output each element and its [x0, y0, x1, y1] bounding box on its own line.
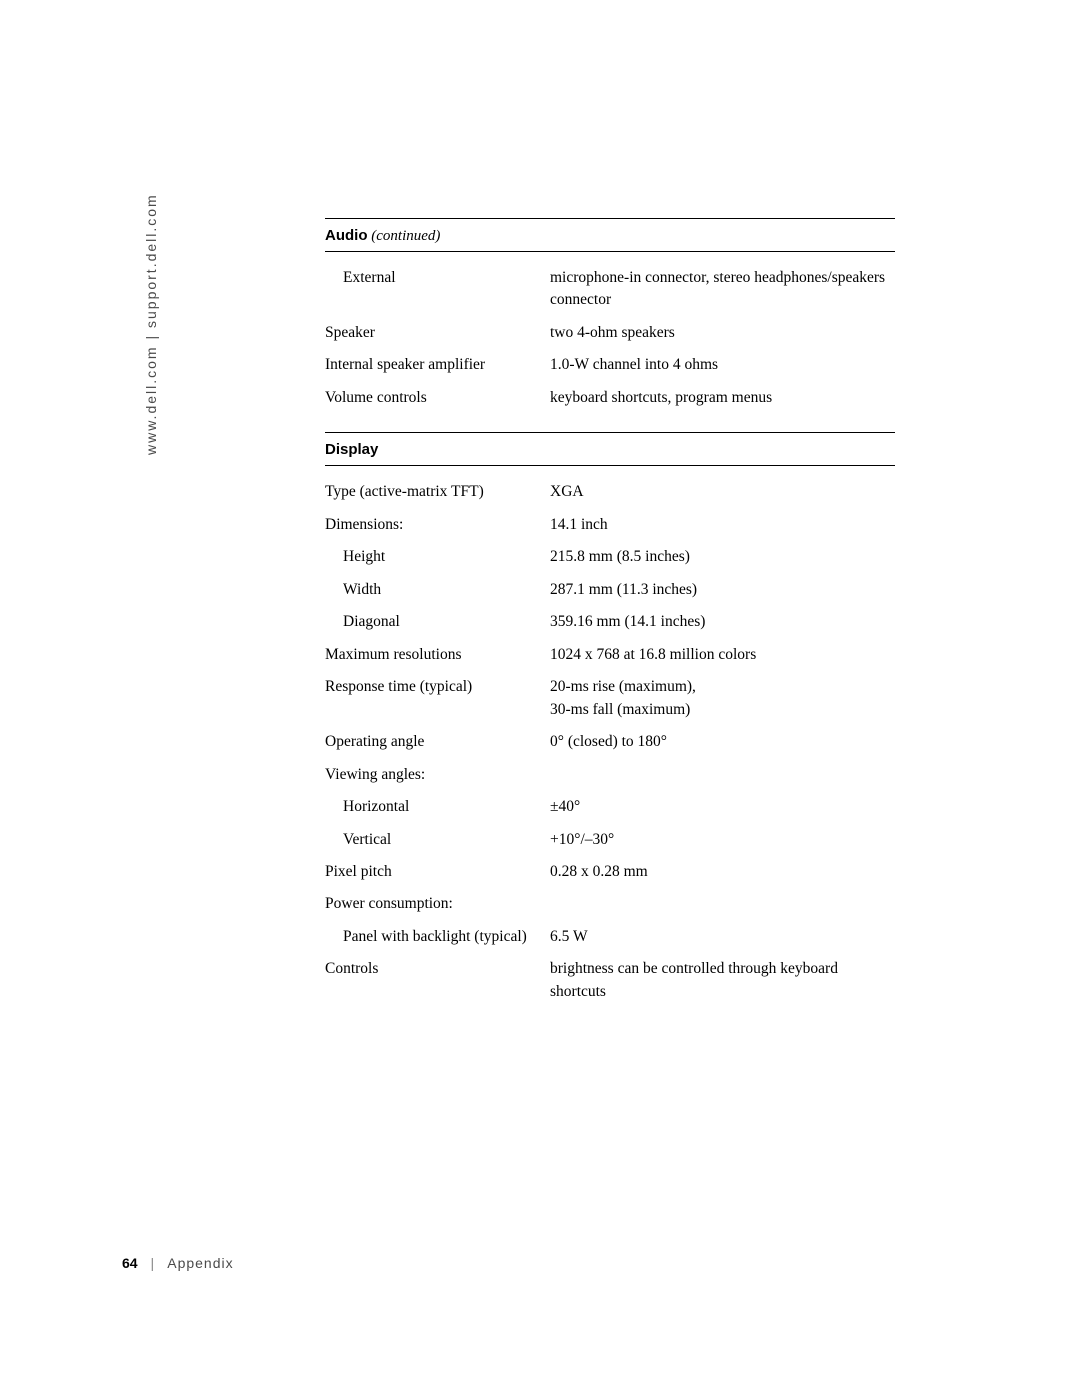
- footer-separator: |: [142, 1255, 163, 1271]
- spec-label: Volume controls: [325, 387, 550, 409]
- spec-row: Operating angle0° (closed) to 180°: [325, 726, 895, 758]
- spec-value: 359.16 mm (14.1 inches): [550, 611, 895, 633]
- spec-row: Internal speaker amplifier1.0-W channel …: [325, 349, 895, 381]
- spec-content: Audio (continued) Externalmicrophone-in c…: [325, 218, 895, 1008]
- spec-value: +10°/–30°: [550, 829, 895, 851]
- spec-value: microphone-in connector, stereo headphon…: [550, 267, 895, 312]
- section-title: Display: [325, 441, 378, 458]
- spec-row: Height215.8 mm (8.5 inches): [325, 541, 895, 573]
- spec-value: 0.28 x 0.28 mm: [550, 861, 895, 883]
- spec-row: Width287.1 mm (11.3 inches): [325, 574, 895, 606]
- section-continued: (continued): [368, 228, 441, 244]
- spec-label: Viewing angles:: [325, 764, 550, 786]
- section-header: Audio (continued): [325, 218, 895, 252]
- section-header: Display: [325, 432, 895, 466]
- spec-label: Response time (typical): [325, 676, 550, 721]
- spec-row: Controlsbrightness can be controlled thr…: [325, 953, 895, 1008]
- spec-value: keyboard shortcuts, program menus: [550, 387, 895, 409]
- spec-row: Viewing angles:: [325, 759, 895, 791]
- spec-value: [550, 764, 895, 786]
- spec-row: Type (active-matrix TFT)XGA: [325, 476, 895, 508]
- spec-row: Diagonal359.16 mm (14.1 inches): [325, 606, 895, 638]
- spec-label: Width: [325, 579, 550, 601]
- spec-value: 6.5 W: [550, 926, 895, 948]
- spec-row: Volume controlskeyboard shortcuts, progr…: [325, 382, 895, 414]
- spec-label: Power consumption:: [325, 893, 550, 915]
- spec-row: Maximum resolutions1024 x 768 at 16.8 mi…: [325, 639, 895, 671]
- spec-row: Pixel pitch0.28 x 0.28 mm: [325, 856, 895, 888]
- spec-value: ±40°: [550, 796, 895, 818]
- spec-label: Speaker: [325, 322, 550, 344]
- spec-value: 215.8 mm (8.5 inches): [550, 546, 895, 568]
- spec-row: Vertical+10°/–30°: [325, 824, 895, 856]
- spec-label: Type (active-matrix TFT): [325, 481, 550, 503]
- spec-value: 20-ms rise (maximum), 30-ms fall (maximu…: [550, 676, 895, 721]
- footer-section: Appendix: [167, 1255, 233, 1271]
- spec-value: two 4-ohm speakers: [550, 322, 895, 344]
- spec-value: 1024 x 768 at 16.8 million colors: [550, 644, 895, 666]
- spec-label: Height: [325, 546, 550, 568]
- spec-row: Externalmicrophone-in connector, stereo …: [325, 262, 895, 317]
- spec-label: Internal speaker amplifier: [325, 354, 550, 376]
- spec-label: Dimensions:: [325, 514, 550, 536]
- spec-label: Pixel pitch: [325, 861, 550, 883]
- spec-label: Panel with backlight (typical): [325, 926, 550, 948]
- spec-value: 14.1 inch: [550, 514, 895, 536]
- spec-value: brightness can be controlled through key…: [550, 958, 895, 1003]
- page-footer: 64 | Appendix: [122, 1255, 234, 1271]
- sidebar-url: www.dell.com | support.dell.com: [143, 193, 159, 455]
- spec-row: Dimensions:14.1 inch: [325, 509, 895, 541]
- spec-label: Vertical: [325, 829, 550, 851]
- section-title: Audio: [325, 227, 368, 244]
- spec-row: Panel with backlight (typical)6.5 W: [325, 921, 895, 953]
- spec-value: 0° (closed) to 180°: [550, 731, 895, 753]
- spec-value: [550, 893, 895, 915]
- page-number: 64: [122, 1255, 138, 1271]
- spec-value: XGA: [550, 481, 895, 503]
- spec-row: Horizontal±40°: [325, 791, 895, 823]
- spec-label: Diagonal: [325, 611, 550, 633]
- spec-value: 1.0-W channel into 4 ohms: [550, 354, 895, 376]
- spec-label: Maximum resolutions: [325, 644, 550, 666]
- spec-value: 287.1 mm (11.3 inches): [550, 579, 895, 601]
- spec-label: Horizontal: [325, 796, 550, 818]
- spec-row: Speakertwo 4-ohm speakers: [325, 317, 895, 349]
- spec-label: External: [325, 267, 550, 312]
- spec-label: Operating angle: [325, 731, 550, 753]
- spec-row: Power consumption:: [325, 888, 895, 920]
- spec-label: Controls: [325, 958, 550, 1003]
- spec-row: Response time (typical)20-ms rise (maxim…: [325, 671, 895, 726]
